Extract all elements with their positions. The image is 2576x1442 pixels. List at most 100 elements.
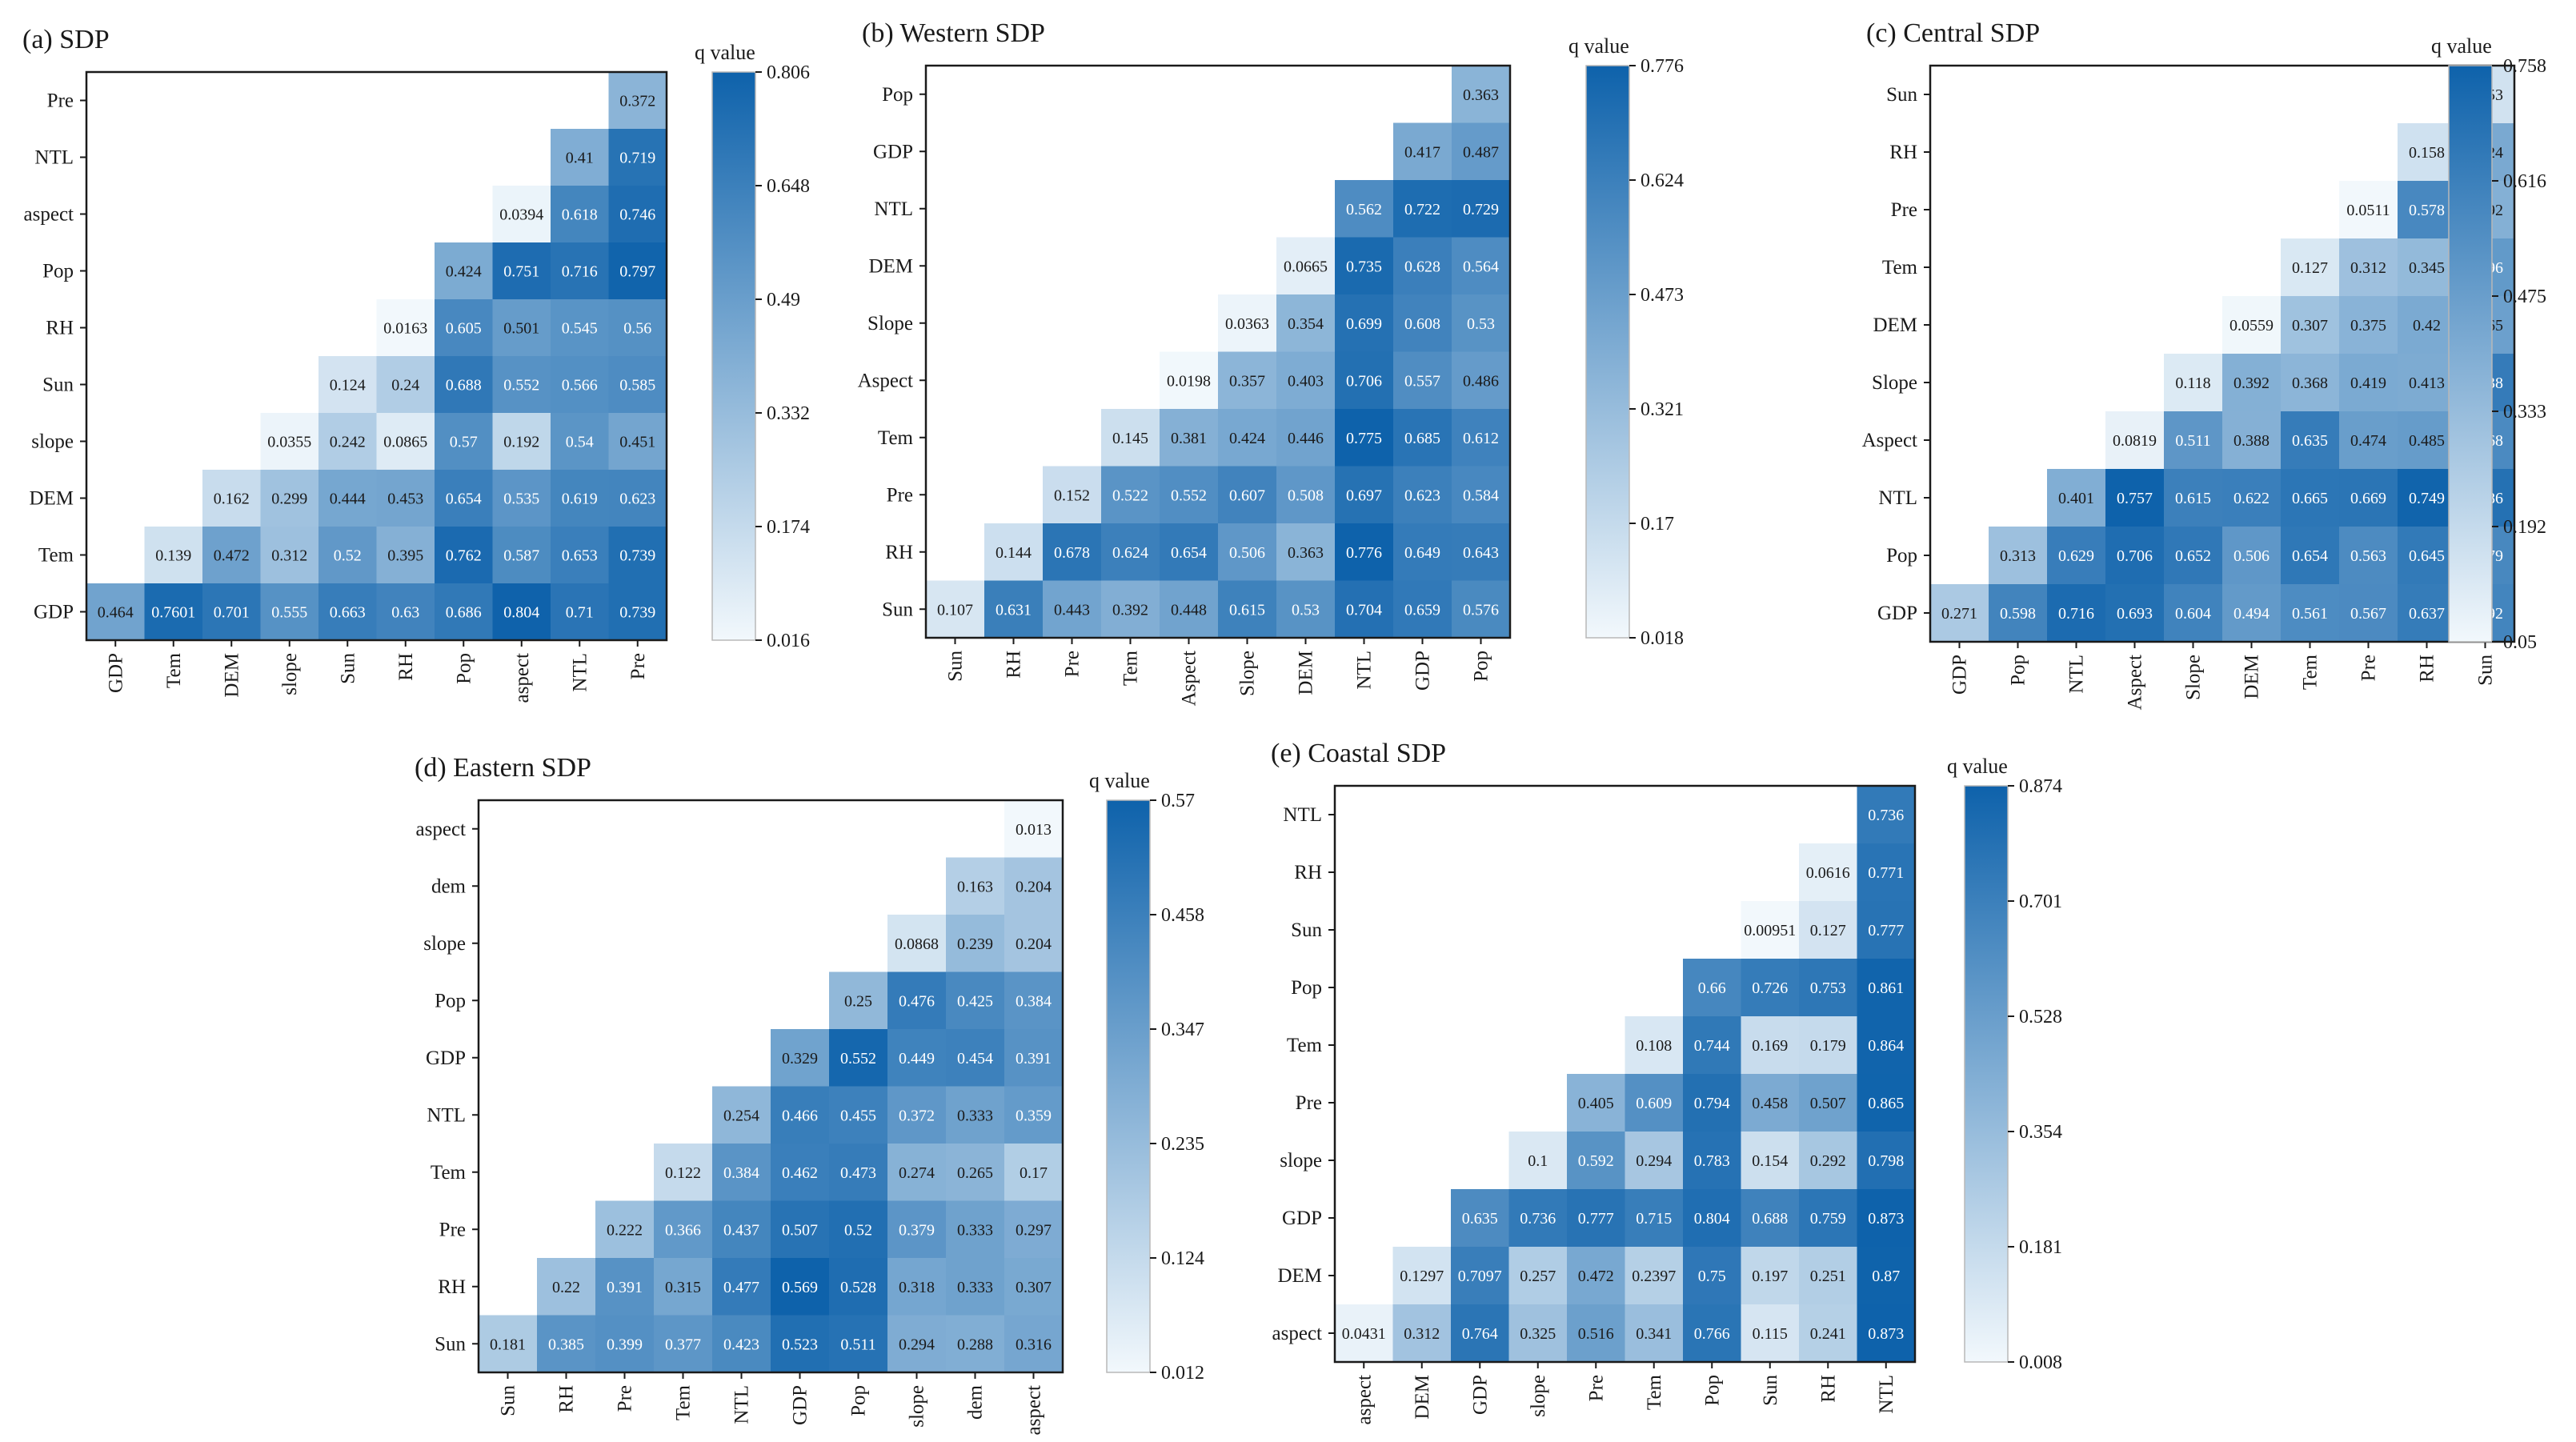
colorbar-tick-label: 0.332 — [767, 403, 810, 424]
x-tick-label: slope — [1528, 1375, 1549, 1417]
cell-value-label: 0.522 — [1112, 487, 1148, 504]
x-tick-label: slope — [907, 1385, 928, 1428]
heatmap-cell — [2398, 469, 2457, 527]
heatmap-cell — [2281, 354, 2340, 412]
y-tick-label: RH — [438, 1276, 466, 1298]
colorbar-tick-label: 0.475 — [2503, 286, 2546, 307]
heatmap-cell — [984, 523, 1044, 582]
cell-value-label: 0.607 — [1229, 487, 1265, 504]
cell-value-label: 0.619 — [562, 491, 598, 508]
cell-value-label: 0.403 — [1288, 372, 1324, 390]
heatmap-cell — [2339, 584, 2398, 643]
heatmap-cell — [1004, 1258, 1064, 1316]
cell-value-label: 0.448 — [1171, 601, 1207, 619]
x-tick-label: Sun — [945, 651, 967, 682]
cell-value-label: 0.563 — [2350, 547, 2386, 565]
heatmap-cell — [1857, 1304, 1916, 1363]
y-tick-label: NTL — [1878, 487, 1917, 509]
x-tick-label: Pop — [2008, 655, 2029, 686]
y-tick-label: Tem — [1287, 1035, 1323, 1056]
heatmap-cell — [1799, 1016, 1858, 1075]
cell-value-label: 0.455 — [840, 1107, 876, 1124]
heatmap-cell — [1452, 409, 1511, 467]
cell-value-label: 0.511 — [840, 1336, 875, 1353]
cell-value-label: 0.437 — [723, 1221, 759, 1239]
cell-value-label: 0.0616 — [1806, 864, 1850, 882]
cell-value-label: 0.372 — [899, 1107, 935, 1124]
cell-value-label: 0.746 — [619, 206, 655, 224]
colorbar-tick-label: 0.874 — [2019, 776, 2062, 797]
heatmap-cell — [1393, 351, 1452, 410]
heatmap-panel-2: (b) Western SDP 0.363 0.417 0.487 0.562 0.722… — [858, 18, 1684, 706]
cell-value-label: 0.629 — [2058, 547, 2094, 565]
colorbar-tick-label: 0.701 — [2019, 891, 2062, 912]
x-tick-label: Tem — [163, 652, 185, 688]
heatmap-cell — [260, 583, 319, 641]
cell-value-label: 0.474 — [2350, 432, 2386, 450]
heatmap-cell — [376, 299, 435, 357]
cell-value-label: 0.366 — [665, 1221, 701, 1239]
heatmap-cell — [2105, 411, 2165, 470]
heatmap-cell — [1335, 409, 1394, 467]
heatmap-cell — [608, 527, 667, 584]
cell-value-label: 0.239 — [957, 935, 993, 953]
heatmap-cell — [712, 1200, 771, 1259]
cell-value-label: 0.584 — [1463, 487, 1499, 504]
heatmap-cell — [1392, 1247, 1452, 1305]
heatmap-cell — [435, 299, 494, 357]
x-tick-label: NTL — [569, 653, 591, 692]
cell-value-label: 0.706 — [2117, 547, 2153, 565]
cell-value-label: 0.654 — [2292, 547, 2328, 565]
cell-value-label: 0.162 — [214, 491, 250, 508]
y-tick-label: NTL — [1283, 804, 1322, 826]
cell-value-label: 0.552 — [503, 377, 539, 395]
cell-value-label: 0.391 — [1016, 1050, 1052, 1067]
heatmap-cell — [2339, 411, 2398, 470]
cell-value-label: 0.57 — [450, 434, 478, 451]
cell-value-label: 0.0198 — [1167, 372, 1211, 390]
heatmap-cell — [551, 583, 610, 641]
x-tick-label: Pop — [848, 1385, 870, 1416]
heatmap-cell — [2047, 527, 2106, 585]
cell-value-label: 0.384 — [723, 1164, 759, 1182]
cell-value-label: 0.506 — [2233, 547, 2270, 565]
heatmap-cell — [654, 1315, 713, 1373]
colorbar-tick-label: 0.321 — [1641, 399, 1684, 420]
cell-value-label: 0.649 — [1404, 544, 1440, 562]
heatmap-cell — [654, 1258, 713, 1316]
y-tick-label: RH — [1294, 862, 1322, 883]
heatmap-cell — [260, 527, 319, 584]
heatmap-cell — [1799, 901, 1858, 959]
cell-value-label: 0.127 — [2292, 259, 2328, 277]
heatmap-cell — [2398, 238, 2457, 297]
heatmap-cell — [551, 470, 610, 527]
plot-frame — [1929, 64, 2516, 643]
heatmap-cell — [771, 1315, 830, 1373]
cell-value-label: 0.501 — [503, 320, 539, 338]
heatmap-cell — [1160, 580, 1219, 639]
cell-value-label: 0.653 — [562, 547, 598, 565]
cell-value-label: 0.663 — [330, 604, 366, 622]
cell-value-label: 0.7601 — [151, 604, 195, 622]
x-tick-label: aspect — [1024, 1385, 1045, 1436]
y-tick-label: DEM — [1277, 1265, 1322, 1287]
x-tick-label: NTL — [731, 1385, 753, 1424]
heatmap-cell — [1508, 1189, 1568, 1248]
cell-value-label: 0.566 — [562, 377, 598, 395]
cell-value-label: 0.739 — [619, 604, 655, 622]
y-tick-label: DEM — [29, 488, 74, 510]
colorbar-tick-label: 0.018 — [1641, 628, 1684, 649]
heatmap-cell — [1393, 466, 1452, 524]
heatmap-cell — [1452, 122, 1511, 181]
cell-value-label: 0.618 — [562, 206, 598, 224]
heatmap-cell — [829, 1258, 888, 1316]
cell-value-label: 0.685 — [1404, 430, 1440, 447]
cell-value-label: 0.645 — [2409, 547, 2445, 565]
cell-value-label: 0.312 — [1404, 1325, 1440, 1343]
heatmap-cell — [435, 242, 494, 300]
heatmap-cell — [1683, 1304, 1742, 1363]
heatmap-cell — [1043, 523, 1102, 582]
cell-value-label: 0.401 — [2058, 490, 2094, 507]
cell-value-label: 0.197 — [1752, 1268, 1788, 1285]
y-tick-label: Pre — [1891, 199, 1917, 221]
